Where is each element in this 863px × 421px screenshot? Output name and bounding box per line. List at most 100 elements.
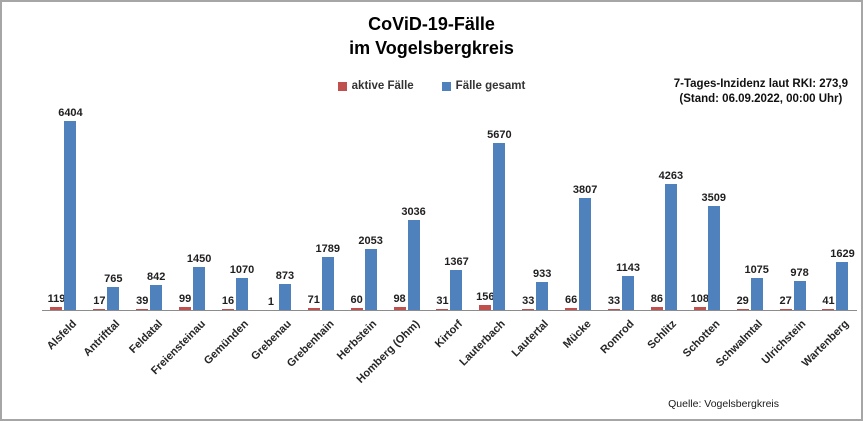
bar-group: 1 873 Grebenau: [249, 112, 299, 363]
x-axis-label: Feldatal: [126, 318, 165, 356]
bar-value-label: 933: [533, 268, 552, 281]
bar-group: 60 2053 Herbstein: [335, 112, 385, 362]
bar-value-label: 1629: [830, 247, 855, 260]
legend-item-active: aktive Fälle: [337, 80, 414, 92]
x-axis-label: Mücke: [560, 318, 594, 351]
bar-value-label: 60: [350, 294, 363, 307]
active-cases-bar: 33: [608, 295, 620, 310]
bar-value-label: 4263: [658, 170, 684, 183]
total-cases-bar: 1450: [187, 253, 211, 310]
bar-group: 71 1789 Grebenhain: [285, 112, 342, 370]
bar-group: 98 3036 Homberg (Ohm): [354, 112, 428, 385]
total-cases-bar: 1367: [444, 256, 469, 310]
bar-group: 156 5670 Lauterbach: [457, 112, 514, 369]
bar-value-label: 66: [565, 294, 578, 307]
active-cases-bar: 16: [222, 295, 234, 310]
bar-group: 17 765 Antrifttal: [81, 112, 128, 358]
active-cases-bar: 66: [565, 294, 577, 310]
total-cases-bar: 1075: [744, 264, 769, 310]
total-cases-bar: 842: [147, 271, 165, 310]
bar-group: 33 1143 Romrod: [598, 112, 643, 356]
total-cases-bar: 1143: [616, 262, 640, 310]
total-cases-bar: 4263: [659, 170, 683, 310]
bar-value-label: 71: [307, 293, 320, 306]
active-cases-bar: 31: [436, 295, 449, 310]
bar-value-label: 16: [221, 295, 235, 307]
plot-area: 119 6404 Alsfeld 17 765 Antrifttal 39 842 Feldat…: [42, 107, 857, 386]
total-cases-bar: 3036: [401, 206, 426, 310]
bar-value-label: 31: [436, 295, 449, 307]
bar-group: 27 978 Ulrichstein: [759, 112, 814, 367]
bar-value-label: 978: [790, 267, 809, 280]
bar-value-label: 41: [822, 294, 835, 307]
bar-value-label: 873: [275, 270, 295, 283]
active-cases-bar: 33: [522, 295, 534, 310]
bar-group: 29 1075 Schwalmtal: [714, 112, 771, 369]
bar-group: 31 1367 Kirtorf: [428, 112, 471, 351]
total-cases-bar: 1629: [830, 248, 855, 310]
total-cases-bar: 3807: [573, 184, 597, 310]
active-cases-bar: 71: [308, 294, 320, 310]
active-cases-bar: 99: [179, 293, 191, 310]
bar-group: 39 842 Feldatal: [127, 112, 171, 356]
active-cases-bar: 86: [651, 293, 663, 310]
x-axis-label: Schotten: [680, 318, 723, 360]
x-axis-label: Alsfeld: [44, 318, 79, 353]
bar-group: 41 1629 Wartenberg: [800, 112, 857, 369]
total-cases-bar: 3509: [702, 192, 726, 310]
bar-value-label: 33: [607, 295, 621, 307]
active-cases-bar: 156: [476, 291, 495, 310]
x-axis-label: Romrod: [598, 318, 637, 357]
active-cases-bar: 98: [393, 293, 406, 310]
bar-value-label: 6404: [58, 107, 83, 119]
bar-value-label: 99: [178, 293, 192, 306]
bar-value-label: 842: [147, 271, 166, 284]
bar-value-label: 86: [650, 293, 664, 306]
bar-value-label: 119: [47, 292, 66, 305]
bar-value-label: 1075: [744, 264, 769, 277]
x-axis-label: Lautertal: [509, 318, 551, 360]
x-axis-label: Schlitz: [645, 318, 680, 352]
total-cases-bar: 5670: [487, 129, 512, 310]
bar-group: 16 1070 Gemünden: [201, 112, 257, 367]
active-cases-bar: 108: [691, 293, 709, 310]
active-cases-bar: 27: [779, 295, 792, 310]
active-cases-bar: 119: [48, 293, 65, 310]
bar-value-label: 156: [476, 291, 495, 304]
total-cases-bar: 873: [276, 270, 294, 310]
bar-value-label: 1367: [444, 255, 469, 268]
bar-value-label: 3036: [401, 206, 426, 219]
chart-title-line1: CoViD-19-Fälle: [368, 14, 495, 34]
incidence-annotation: 7-Tages-Inzidenz laut RKI: 273,9 (Stand:…: [674, 77, 848, 107]
bar-value-label: 1450: [186, 253, 212, 266]
legend-swatch-icon: [337, 81, 347, 91]
total-cases-bar: 978: [790, 267, 809, 310]
total-cases-bar: 933: [533, 268, 551, 310]
total-cases-bar: 6404: [58, 107, 83, 310]
bar-value-label: 3807: [572, 183, 598, 196]
bar-value-label: 108: [690, 292, 709, 305]
bar-group: 66 3807 Mücke: [557, 112, 600, 351]
bar-group: 33 933 Lautertal: [509, 112, 557, 359]
bar-value-label: 5670: [487, 128, 512, 141]
bar-value-label: 765: [104, 273, 123, 286]
bar-group: 86 4263 Schlitz: [642, 112, 685, 351]
bar-value-label: 17: [93, 295, 106, 307]
total-cases-bar: 2053: [358, 235, 383, 310]
bar-value-label: 1143: [616, 262, 640, 275]
bar-value-label: 2053: [358, 235, 383, 248]
x-axis-label: Grebenau: [248, 318, 294, 363]
bar-value-label: 39: [136, 294, 149, 307]
bar-value-label: 3509: [701, 192, 727, 205]
chart-title-line2: im Vogelsbergkreis: [349, 38, 514, 58]
incidence-annotation-line2: (Stand: 06.09.2022, 00:00 Uhr): [679, 93, 843, 105]
active-cases-bar: 17: [93, 295, 105, 310]
x-axis-label: Kirtorf: [432, 318, 465, 351]
chart-legend: aktive Fälle Fälle gesamt: [2, 80, 861, 92]
bar-group: 119 6404 Alsfeld: [42, 107, 85, 352]
legend-item-total: Fälle gesamt: [441, 80, 525, 92]
bar-value-label: 27: [779, 295, 792, 307]
incidence-annotation-line1: 7-Tages-Inzidenz laut RKI: 273,9: [673, 78, 848, 90]
total-cases-bar: 1789: [316, 243, 340, 310]
x-axis-label: Gemünden: [201, 318, 251, 368]
